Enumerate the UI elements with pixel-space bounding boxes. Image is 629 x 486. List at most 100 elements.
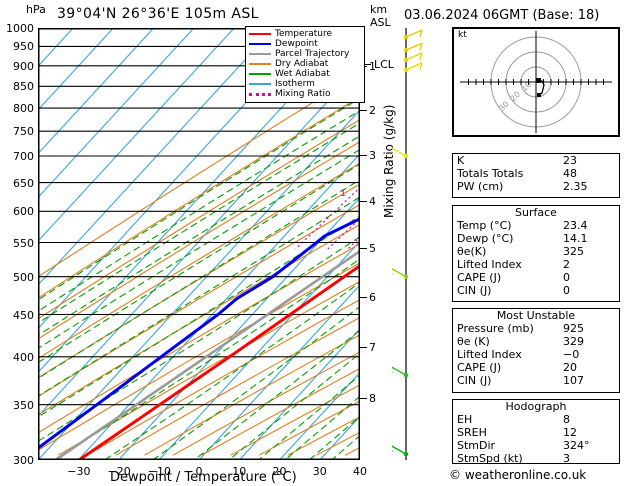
panel-row: Lifted Index 2: [453, 258, 619, 271]
hodograph-units: kt: [458, 30, 467, 40]
hodograph-origin-marker: [536, 78, 541, 83]
panel-row-value: 329: [563, 335, 584, 348]
pressure-tick-label: 550: [13, 236, 34, 250]
panel-row-value: 23.4: [563, 219, 588, 232]
hodograph-plot: kt 10 20 30: [452, 27, 620, 137]
panel-row-value: 325: [563, 245, 584, 258]
panel-row-key: Lifted Index: [457, 258, 522, 271]
panel-row-key: Temp (°C): [457, 219, 512, 232]
panel-row-value: 20: [563, 361, 577, 374]
skewt-canvas: [38, 28, 360, 460]
legend-item: Wet Adiabat: [249, 69, 361, 79]
panel-row-key: Lifted Index: [457, 348, 522, 361]
temperature-tick-label: 40: [353, 465, 367, 478]
panel-row: Temp (°C) 23.4: [453, 219, 619, 232]
height-tick-mark: [360, 248, 367, 250]
height-tick-mark: [360, 397, 367, 399]
pressure-tick-label: 850: [13, 80, 34, 94]
hodograph-ring-label: 20: [509, 90, 523, 104]
hodograph-trace: [536, 80, 545, 96]
pressure-tick-label: 300: [13, 454, 34, 467]
panel-row: StmDir 324°: [453, 439, 619, 452]
panel-row: CIN (J) 107: [453, 374, 619, 387]
panel-row-value: −0: [563, 348, 580, 361]
panel-row: Pressure (mb) 925: [453, 322, 619, 335]
pressure-tick-label: 350: [13, 398, 34, 412]
panel-row-value: 2: [563, 258, 570, 271]
panel-row: θe(K) 325: [453, 245, 619, 258]
mixing-ratio-lines: [295, 186, 360, 250]
mixing-ratio-label: 1: [340, 189, 347, 200]
panel-surface: Surface Temp (°C) 23.4 Dewp (°C) 14.1 θe(K) 32…: [452, 205, 620, 302]
height-tick-label: 6: [369, 291, 376, 305]
temperature-tick-label: −20: [107, 465, 131, 478]
skewt-diagram: [38, 28, 360, 460]
pressure-axis-unit: hPa: [26, 3, 46, 16]
height-tick-label: 5: [369, 242, 376, 256]
legend-swatch: [249, 63, 271, 65]
pressure-tick-label: 700: [13, 149, 34, 163]
panel-row: CAPE (J) 0: [453, 271, 619, 284]
legend-swatch: [249, 43, 271, 45]
legend-swatch: [249, 33, 271, 35]
wind-barb: [392, 445, 409, 457]
height-tick-mark: [360, 347, 367, 349]
legend-swatch: [249, 53, 271, 55]
lcl-tick-mark: [360, 63, 371, 65]
isobar-lines: [38, 28, 360, 460]
panel-most-unstable: Most Unstable Pressure (mb) 925 θe (K) 329 Li…: [452, 308, 620, 393]
panel-indices: K 23 Totals Totals 48 PW (cm) 2.35: [452, 153, 620, 198]
temperature-tick-label: −30: [67, 465, 91, 478]
panel-row-key: CIN (J): [457, 284, 492, 297]
panel-row-key: SREH: [457, 426, 487, 439]
panel-row-key: Totals Totals: [457, 167, 524, 180]
panel-row: PW (cm) 2.35: [453, 180, 619, 193]
legend-label: Dry Adiabat: [275, 58, 329, 69]
panel-row-value: 8: [563, 413, 570, 426]
panel-row-value: 23: [563, 154, 577, 167]
legend: Temperature Dewpoint Parcel Trajectory Dry …: [245, 26, 365, 103]
temperature-tick-label: 10: [232, 465, 247, 478]
panel-row-key: EH: [457, 413, 473, 426]
panel-row-value: 0: [563, 271, 570, 284]
legend-label: Isotherm: [275, 78, 315, 89]
temperature-tick-label: 0: [195, 465, 203, 478]
height-tick-mark: [360, 201, 367, 203]
pressure-tick-label: 450: [13, 308, 34, 322]
forecast-datetime: 03.06.2024 06GMT (Base: 18): [404, 8, 600, 23]
panel-row: θe (K) 329: [453, 335, 619, 348]
sounding-curves: [38, 217, 360, 460]
height-axis-reference: ASL: [370, 16, 391, 29]
height-tick-mark: [360, 297, 367, 299]
legend-item: Dewpoint: [249, 39, 361, 49]
wind-barb: [403, 42, 423, 53]
legend-item: Dry Adiabat: [249, 59, 361, 69]
height-tick-label: 1: [369, 60, 376, 74]
panel-row-key: θe(K): [457, 245, 487, 258]
legend-label: Mixing Ratio: [275, 88, 331, 99]
panel-row-key: CAPE (J): [457, 361, 502, 374]
station-coordinates: 39°04'N 26°36'E 105m ASL: [57, 6, 259, 22]
height-tick-label: 8: [369, 391, 376, 405]
pressure-tick-label: 750: [13, 125, 34, 139]
wind-barb: [403, 52, 423, 63]
panel-row-value: 14.1: [563, 232, 588, 245]
wind-barb: [403, 29, 423, 40]
pressure-tick-label: 950: [13, 40, 34, 54]
panel-row: CAPE (J) 20: [453, 361, 619, 374]
height-tick-label: 2: [369, 104, 376, 118]
hodograph-ring-label: 30: [497, 100, 511, 114]
height-tick-label: 4: [369, 195, 376, 209]
legend-label: Temperature: [275, 28, 333, 39]
panel-row-value: 12: [563, 426, 577, 439]
legend-label: Parcel Trajectory: [275, 48, 350, 59]
panel-row-value: 107: [563, 374, 584, 387]
legend-swatch: [249, 83, 271, 85]
panel-row-value: 3: [563, 452, 570, 465]
panel-row: StmSpd (kt) 3: [453, 452, 619, 465]
legend-swatch: [249, 92, 271, 96]
temperature-tick-label: 30: [312, 465, 327, 478]
pressure-tick-label: 600: [13, 205, 34, 219]
height-tick-mark: [360, 110, 367, 112]
legend-item: Mixing Ratio: [249, 89, 361, 99]
